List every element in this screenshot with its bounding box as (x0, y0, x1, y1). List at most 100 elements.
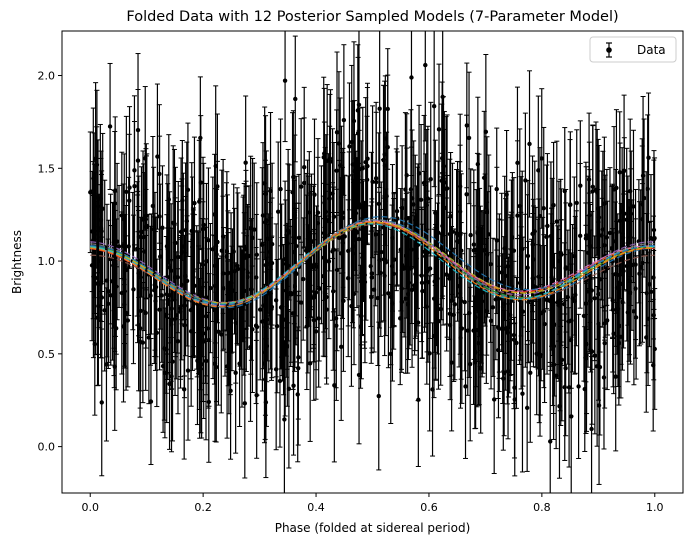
data-point (285, 241, 291, 246)
data-point (166, 197, 172, 202)
data-point (214, 252, 219, 257)
data-point (356, 372, 362, 378)
data-point (214, 364, 219, 370)
data-point (321, 155, 326, 160)
data-point (518, 305, 524, 311)
data-point (645, 316, 651, 321)
data-point (637, 271, 642, 276)
data-point (260, 319, 265, 324)
data-point (137, 339, 143, 344)
data-point (383, 260, 389, 265)
data-point (292, 249, 297, 255)
data-point (551, 362, 556, 367)
data-point (588, 298, 593, 304)
data-point (210, 247, 216, 252)
data-point (385, 144, 390, 150)
data-point (260, 242, 265, 247)
data-point (651, 275, 656, 280)
data-point (619, 209, 625, 214)
data-point (390, 301, 395, 306)
data-point (400, 263, 405, 268)
data-point (124, 189, 129, 195)
data-point (150, 203, 156, 209)
data-point (242, 401, 248, 406)
data-point (262, 181, 267, 186)
data-point (112, 188, 118, 193)
data-point (390, 235, 395, 241)
data-point (264, 343, 269, 349)
data-point (524, 405, 530, 411)
data-point (158, 254, 163, 259)
data-point (125, 318, 131, 323)
data-point (269, 241, 275, 247)
data-point (316, 286, 322, 291)
data-point (264, 317, 270, 322)
data-point (592, 296, 597, 301)
data-point (122, 302, 127, 307)
data-point (436, 230, 441, 235)
y-tick-label: 2.0 (38, 70, 56, 83)
data-point (425, 279, 431, 285)
data-point (97, 250, 103, 255)
data-point (589, 349, 595, 354)
data-point (617, 218, 623, 224)
data-point (277, 378, 283, 384)
data-point (485, 252, 490, 257)
data-point (462, 299, 467, 305)
data-point (338, 251, 344, 256)
data-point (199, 313, 205, 318)
data-point (375, 295, 381, 301)
data-point (629, 262, 635, 268)
data-point (284, 294, 290, 299)
data-point (283, 261, 289, 267)
data-point (198, 324, 203, 329)
data-point (263, 191, 268, 197)
data-point (454, 231, 459, 236)
data-point (141, 249, 147, 254)
data-point (613, 374, 618, 379)
data-point (595, 190, 600, 195)
model-curve (90, 221, 655, 304)
data-point (216, 329, 221, 334)
data-point (327, 156, 333, 161)
data-point (391, 271, 396, 277)
data-point (206, 238, 211, 243)
data-point (157, 214, 162, 219)
data-point (104, 278, 110, 283)
data-point (323, 257, 328, 263)
y-axis-ticks: 0.0 0.5 1.0 1.5 2.0 (38, 70, 62, 454)
data-point (280, 317, 285, 323)
data-point (179, 282, 184, 288)
data-point (583, 301, 589, 306)
data-point (174, 313, 179, 318)
data-point (257, 307, 263, 312)
model-curve (90, 221, 655, 308)
data-point (116, 244, 122, 249)
data-point (114, 239, 120, 244)
data-point (334, 323, 339, 328)
data-point (225, 298, 231, 303)
data-point (599, 233, 604, 238)
data-point (134, 246, 140, 252)
data-point (249, 287, 254, 292)
data-point (419, 273, 424, 278)
data-point (112, 262, 118, 267)
data-point (368, 263, 373, 269)
data-point (231, 249, 236, 254)
data-point (262, 377, 268, 382)
data-point (206, 399, 212, 405)
data-point (336, 141, 342, 146)
data-point (254, 275, 259, 280)
data-point (197, 371, 202, 376)
data-point (455, 239, 460, 244)
data-point (198, 180, 203, 185)
data-point (471, 248, 477, 253)
data-point (427, 351, 432, 356)
data-point (262, 361, 267, 366)
data-point (602, 243, 607, 248)
data-point (197, 199, 202, 204)
data-point (398, 316, 403, 321)
data-point (98, 196, 103, 201)
data-point (607, 230, 613, 236)
data-point (140, 217, 146, 222)
